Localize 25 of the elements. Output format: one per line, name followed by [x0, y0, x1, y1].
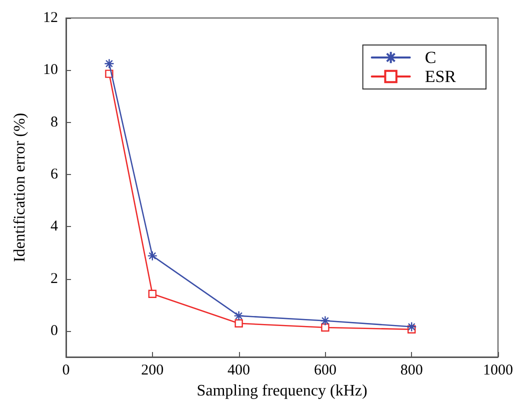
point: [148, 290, 156, 298]
point: [406, 322, 417, 332]
y-tick-label: 2: [50, 270, 58, 287]
x-tick-label: 200: [141, 362, 164, 378]
legend-label: C: [424, 48, 436, 67]
y-axis-title: Identification error (%): [12, 112, 28, 262]
y-tick-label: 12: [43, 10, 58, 26]
x-tick-label: 1000: [483, 362, 513, 378]
x-axis-title: Sampling frequency (kHz): [196, 382, 368, 400]
point: [234, 319, 243, 328]
point: [321, 323, 330, 332]
legend-label: ESR: [424, 67, 457, 86]
point: [104, 58, 114, 69]
x-tick-label: 600: [314, 362, 336, 378]
point: [147, 250, 158, 261]
y-tick-label: 10: [43, 62, 58, 78]
x-tick-label: 0: [62, 362, 70, 378]
y-tick-label: 8: [50, 114, 58, 130]
x-tick-label: 800: [400, 362, 423, 378]
point: [320, 316, 330, 326]
point: [234, 310, 244, 321]
y-tick-label: 0: [50, 322, 58, 339]
x-tick-label: 400: [228, 362, 250, 378]
y-tick-label: 6: [50, 166, 58, 182]
y-tick-label: 4: [50, 218, 58, 235]
